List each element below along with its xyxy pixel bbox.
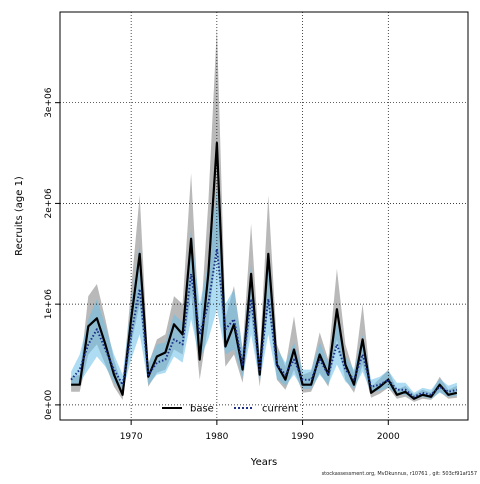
series-lines — [70, 141, 458, 400]
x-tick-label-2000: 2000 — [377, 432, 400, 442]
legend-label-base: base — [190, 404, 214, 415]
plot-frame — [59, 11, 469, 421]
y-tick-label-2: 2e+06 — [44, 188, 54, 219]
x-tick-label-1980: 1980 — [205, 432, 228, 442]
footer-credit: stockassessment.org, MvDkunnus, r10761 ,… — [321, 471, 477, 477]
legend-label-current: current — [262, 404, 298, 415]
line-current — [70, 247, 458, 398]
x-axis-label: Years — [250, 457, 277, 468]
grid-lines — [60, 12, 468, 420]
y-tick-label-0: 0e+00 — [44, 390, 54, 421]
legend: base current — [162, 404, 298, 415]
line-base — [71, 141, 458, 400]
y-tick-label-1: 1e+06 — [44, 289, 54, 320]
x-tick-label-1970: 1970 — [120, 432, 143, 442]
axes: 1970 1980 1990 2000 0e+00 1e+06 2e+06 3e+06 — [44, 11, 469, 442]
x-tick-label-1990: 1990 — [291, 432, 314, 442]
y-tick-label-3: 3e+06 — [44, 87, 54, 118]
y-axis-label: Recruits (age 1) — [14, 176, 25, 256]
